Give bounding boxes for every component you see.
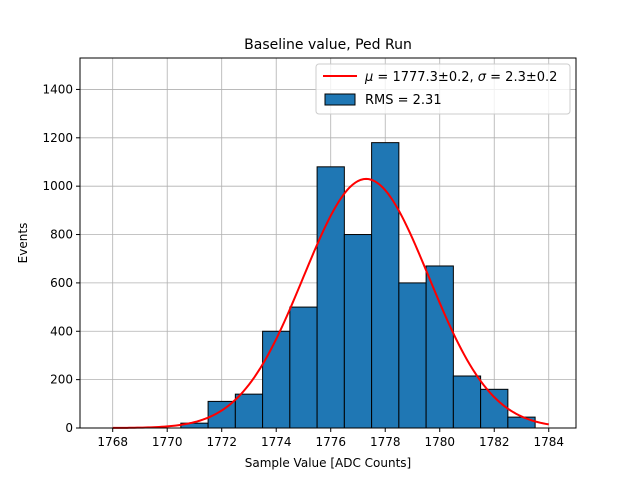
legend-hist-label: RMS = 2.31 (365, 93, 442, 108)
x-tick-label: 1782 (479, 435, 510, 449)
x-tick-label: 1774 (261, 435, 292, 449)
x-tick-label: 1770 (152, 435, 183, 449)
y-tick-label: 1400 (42, 82, 73, 96)
histogram-bar (480, 388, 509, 429)
x-tick-label: 1784 (533, 435, 564, 449)
plot-frame (79, 57, 577, 429)
y-tick-label: 1000 (42, 179, 73, 193)
x-tick-label: 1776 (315, 435, 346, 449)
y-tick-label: 800 (50, 228, 73, 242)
legend-mu-symbol: μ (364, 70, 373, 85)
legend-sigma-symbol: σ (478, 70, 487, 85)
histogram-bar (452, 375, 482, 429)
legend-fit-label: μ = 1777.3±0.2, σ = 2.3±0.2 (364, 70, 557, 85)
histogram-bar (371, 142, 400, 429)
histogram-bar (343, 234, 373, 429)
histogram-bar (398, 282, 427, 429)
histogram-bar (316, 166, 345, 429)
histogram-bar (207, 400, 236, 429)
y-axis-label: Events (16, 223, 30, 264)
x-tick-label: 1780 (424, 435, 455, 449)
histogram-bar (234, 393, 264, 429)
x-axis-ticks: 1768 1770 1772 1774 1776 1778 1780 1782 1784 (97, 428, 564, 449)
x-axis-label: Sample Value [ADC Counts] (245, 456, 411, 470)
legend-fit-eq1: = 1777.3±0.2, (373, 70, 477, 85)
legend: μ = 1777.3±0.2, σ = 2.3±0.2 RMS = 2.31 (315, 63, 571, 115)
y-tick-label: 1200 (42, 131, 73, 145)
histogram-bar (262, 330, 291, 429)
y-tick-label: 600 (50, 276, 73, 290)
chart-title: Baseline value, Ped Run (244, 37, 412, 53)
histogram-bar (289, 306, 318, 429)
y-tick-label: 0 (65, 421, 73, 435)
histogram-bar (425, 265, 454, 429)
y-tick-label: 400 (50, 324, 73, 338)
legend-hist-swatch (324, 93, 356, 106)
y-axis-ticks: 0 200 400 600 800 1000 1200 1400 (42, 82, 80, 435)
x-tick-label: 1772 (206, 435, 237, 449)
gaussian-fit-curve (112, 177, 549, 429)
legend-box (315, 63, 571, 115)
legend-fit-eq2: = 2.3±0.2 (486, 70, 557, 85)
x-tick-label: 1768 (97, 435, 128, 449)
histogram-bar (507, 416, 536, 429)
x-tick-label: 1778 (370, 435, 401, 449)
y-tick-label: 200 (50, 373, 73, 387)
